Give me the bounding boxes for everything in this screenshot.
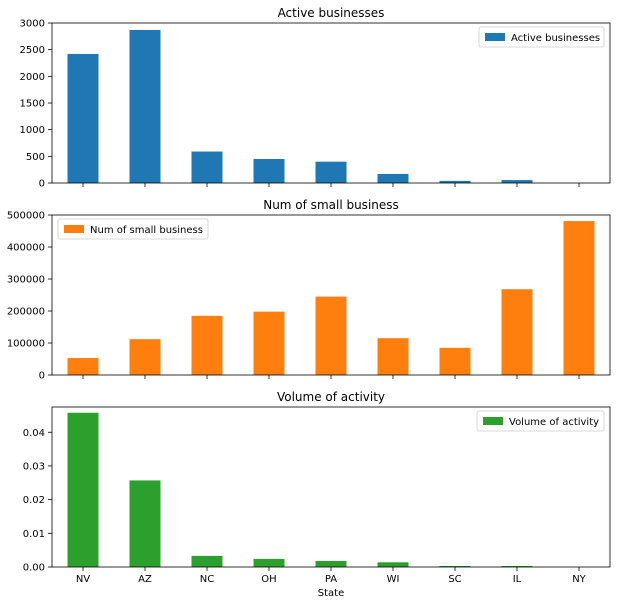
bar-nv [67,53,99,183]
y-tick-label: 0.00 [23,563,45,574]
y-tick-label: 0.03 [23,461,45,472]
chart-panel-volume-of-activity: Volume of activity 0.00 0.01 0.02 0.03 0.04 NV… [23,390,611,599]
bar-oh [253,558,285,567]
chart-title: Active businesses [278,6,385,20]
y-tick-label: 2000 [20,72,45,83]
legend-box [478,26,605,48]
x-tick-label-az: AZ [138,574,152,585]
bar-sc [439,565,471,567]
y-tick-label: 400000 [7,243,45,254]
bar-sc [439,347,471,375]
bar-az [129,29,161,183]
y-tick-label: 0.04 [23,428,45,439]
y-tick-label: 500000 [7,211,45,222]
y-tick-label: 0.02 [23,495,45,506]
bar-il [501,289,533,375]
legend-label: Num of small business [90,225,203,236]
x-axis-label: State [318,588,344,599]
x-tick-label-sc: SC [448,574,461,585]
bar-nc [191,151,223,183]
y-tick-label: 200000 [7,307,45,318]
legend-box [476,410,605,432]
legend-box [57,218,209,240]
y-tick-label: 0.01 [23,529,45,540]
legend-label: Active businesses [511,33,600,44]
x-tick-label-pa: PA [325,574,337,585]
bar-pa [315,560,347,567]
x-tick-label-il: IL [513,574,522,585]
bar-ny [563,221,595,375]
bar-pa [315,296,347,375]
bar-wi [377,338,409,375]
y-tick-label: 500 [26,152,45,163]
bar-pa [315,161,347,183]
bar-sc [439,180,471,183]
bar-wi [377,173,409,183]
bar-il [501,180,533,183]
chart-title: Volume of activity [277,390,385,404]
legend-swatch [485,33,505,41]
legend-swatch [483,417,503,425]
y-tick-label: 300000 [7,275,45,286]
legend: Volume of activity [476,410,605,432]
chart-panel-num-of-small-business: Num of small business 0 100000 200000 300000… [7,198,611,382]
legend-swatch [64,225,84,233]
bar-nc [191,315,223,375]
legend: Active businesses [478,26,605,48]
bar-nc [191,555,223,567]
y-tick-label: 100000 [7,339,45,350]
x-tick-label-nc: NC [200,574,214,585]
bar-oh [253,159,285,183]
y-tick-label: 0 [39,371,45,382]
bar-il [501,565,533,567]
y-tick-label: 3000 [20,19,45,30]
bar-wi [377,562,409,567]
bar-az [129,339,161,375]
bar-az [129,480,161,567]
legend-label: Volume of activity [509,417,599,428]
y-tick-label: 0 [39,179,45,190]
y-tick-label: 2500 [20,45,45,56]
chart-title: Num of small business [263,198,399,212]
x-tick-label-wi: WI [387,574,400,585]
y-tick-label: 1500 [20,99,45,110]
y-tick-label: 1000 [20,125,45,136]
bar-nv [67,412,99,567]
bar-oh [253,311,285,375]
x-tick-label-oh: OH [261,574,276,585]
chart-panel-active-businesses: Active businesses 0 500 1000 1500 2000 2500 300… [20,6,611,190]
legend: Num of small business [57,218,209,240]
x-tick-label-nv: NV [76,574,90,585]
bar-nv [67,358,99,375]
x-tick-label-ny: NY [572,574,586,585]
